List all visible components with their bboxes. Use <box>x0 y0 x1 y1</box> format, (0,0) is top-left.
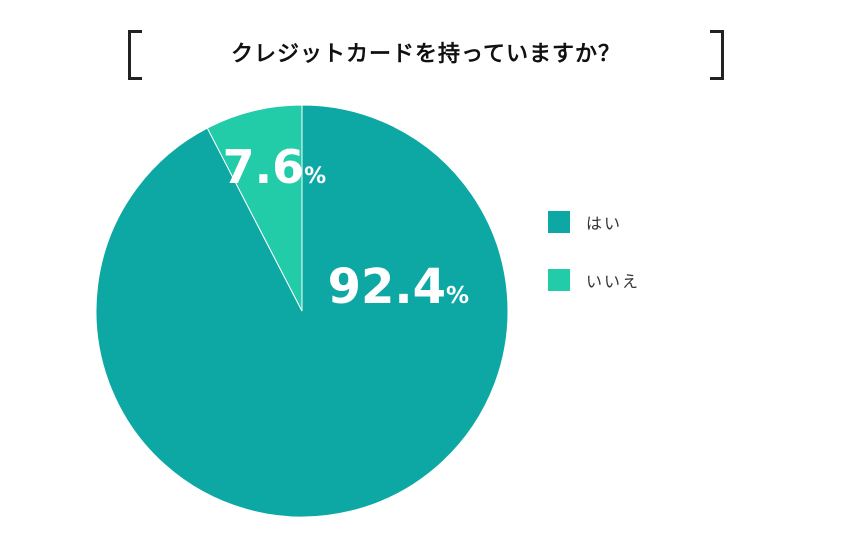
pie-slices <box>95 104 509 518</box>
chart-title-box: クレジットカードを持っていますか？ <box>128 30 724 82</box>
legend-item-no: いいえ <box>548 265 640 295</box>
legend-swatch-no <box>548 269 570 291</box>
legend-label-yes: はい <box>586 214 623 233</box>
pie-labels: 92.4%7.6% <box>223 140 469 315</box>
title-left-bracket <box>128 30 142 80</box>
label-value: 7.6 <box>223 140 305 194</box>
label-yes: 92.4% <box>328 259 469 315</box>
legend-swatch-yes <box>548 211 570 233</box>
legend-label-no: いいえ <box>586 272 641 291</box>
title-right-bracket <box>710 30 724 80</box>
legend: はい いいえ <box>548 207 640 323</box>
label-unit: % <box>446 283 469 309</box>
label-unit: % <box>304 164 326 189</box>
slice-no <box>206 104 303 312</box>
label-no: 7.6% <box>223 140 327 194</box>
label-value: 92.4 <box>328 259 446 315</box>
legend-item-yes: はい <box>548 207 640 237</box>
chart-title: クレジットカードを持っていますか？ <box>231 42 621 67</box>
